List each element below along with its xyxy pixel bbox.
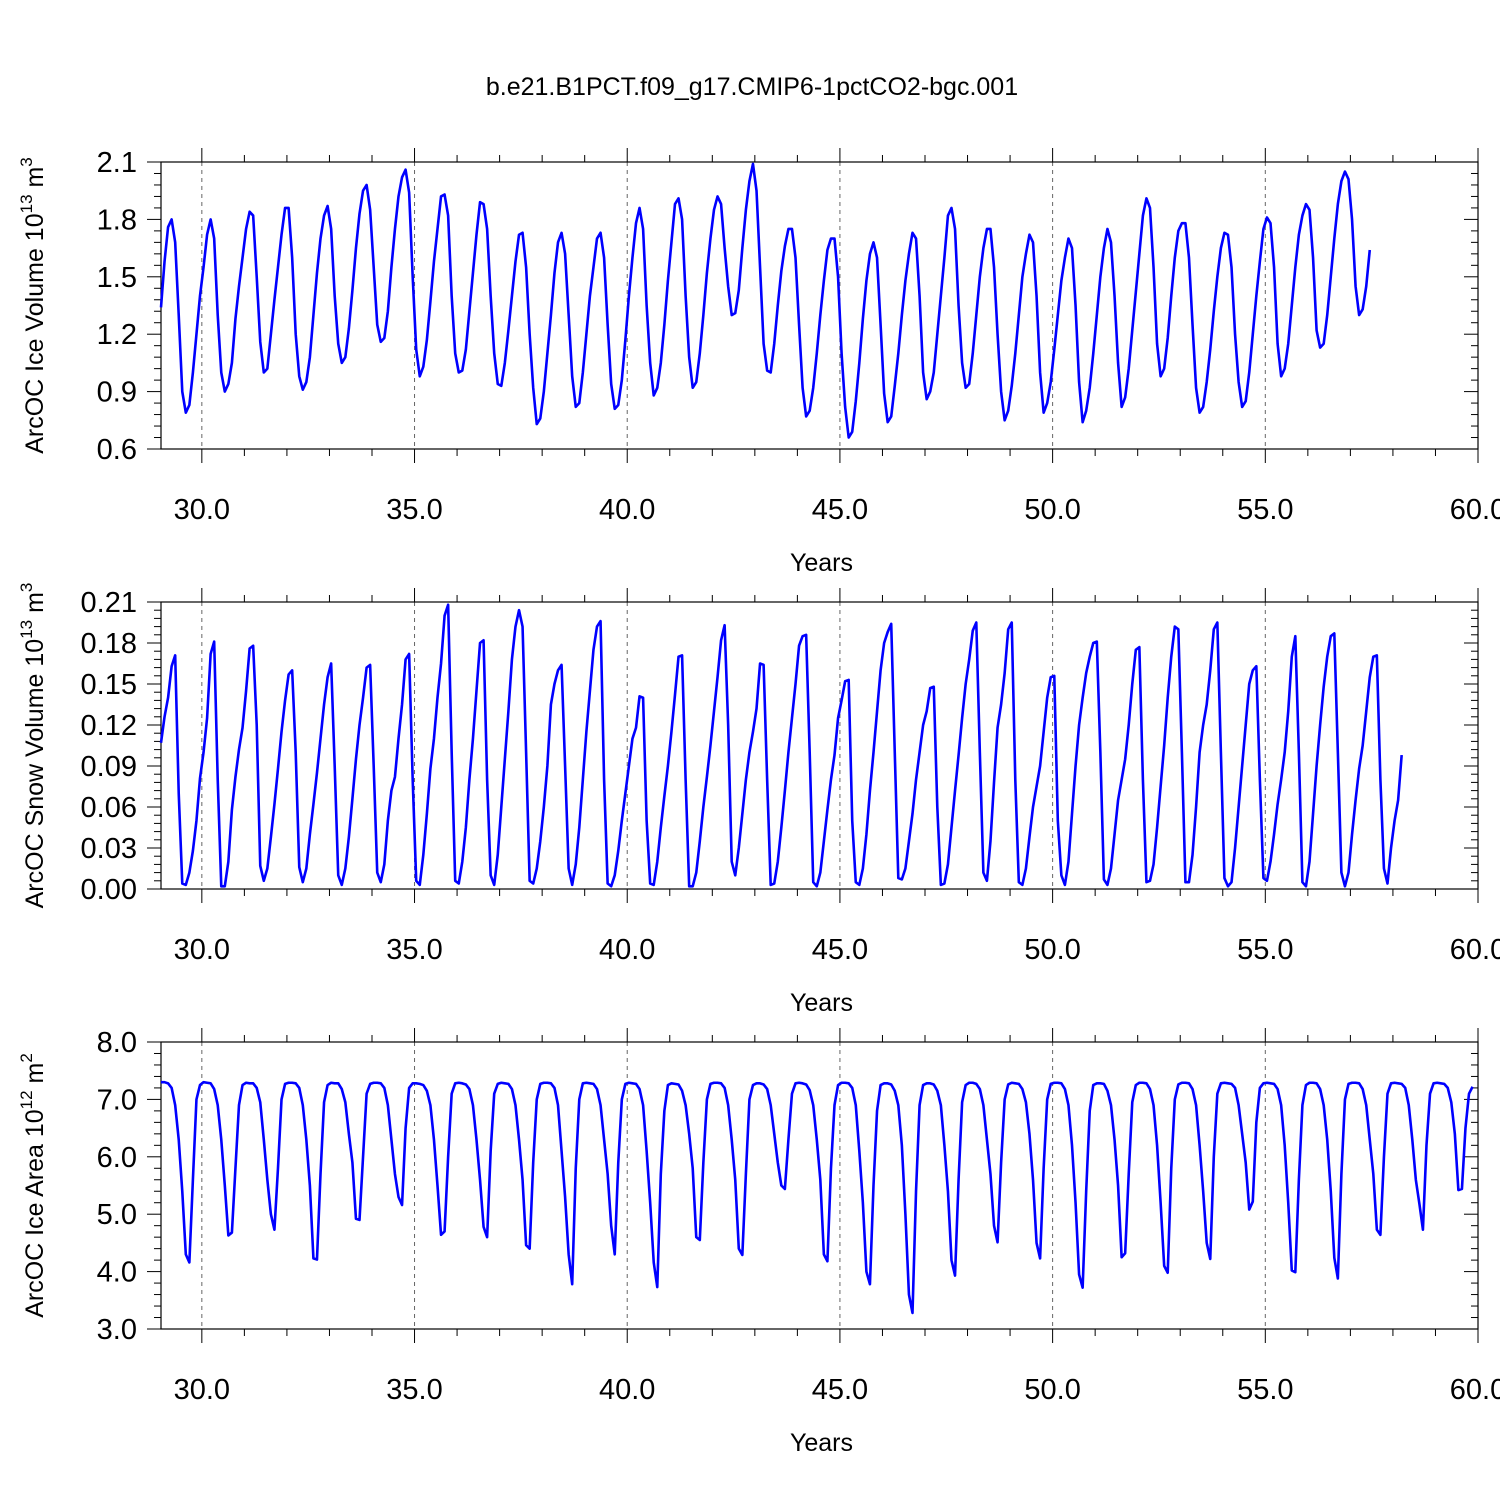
y-tick-label: 1.2 — [97, 319, 137, 351]
y-tick-label: 0.21 — [81, 587, 137, 619]
y-tick-label: 2.1 — [97, 147, 137, 179]
y-tick-label: 1.5 — [97, 262, 137, 294]
y-axis-label-exp: 13 — [17, 194, 36, 213]
y-tick-label: 0.06 — [81, 792, 137, 824]
x-tick-label: 35.0 — [386, 934, 442, 966]
y-tick-label: 4.0 — [97, 1257, 137, 1289]
y-axis-label-exp: 13 — [17, 620, 36, 639]
x-tick-label: 55.0 — [1237, 934, 1293, 966]
chart-panel-2: 30.0 35.0 40.0 45.0 50.0 55.0 60.0 0.00 0.03 0.06… — [17, 583, 1500, 1017]
data-series-line-1 — [159, 162, 1372, 439]
y-tick-label: 8.0 — [97, 1027, 137, 1059]
x-tick-label: 30.0 — [174, 494, 230, 526]
x-tick-label: 35.0 — [386, 494, 442, 526]
y-tick-label: 7.0 — [97, 1084, 137, 1116]
data-series-line-1 — [159, 603, 1403, 888]
x-axis-label: Years — [790, 549, 853, 577]
y-axis-label-base: ArcOC Ice Area 10 — [21, 1109, 49, 1317]
y-axis-label-unit-exp: 3 — [17, 157, 36, 166]
y-axis-label-unit: m — [21, 167, 49, 195]
y-axis-label-base: ArcOC Snow Volume 10 — [21, 639, 49, 909]
x-axis-label: Years — [790, 1429, 853, 1457]
y-tick-label: 1.8 — [97, 204, 137, 236]
chart-panel-3: 30.0 35.0 40.0 45.0 50.0 55.0 60.0 3.0 4.0 5.0 6.0… — [17, 1027, 1500, 1457]
x-tick-label: 30.0 — [174, 1374, 230, 1406]
x-axis-label: Years — [790, 989, 853, 1017]
x-tick-label: 50.0 — [1024, 494, 1080, 526]
y-tick-label: 5.0 — [97, 1199, 137, 1231]
x-tick-label: 55.0 — [1237, 1374, 1293, 1406]
x-tick-label: 60.0 — [1450, 934, 1500, 966]
y-axis-label-unit-exp: 2 — [17, 1053, 36, 1062]
plot-frame — [160, 1041, 1479, 1330]
x-tick-label: 60.0 — [1450, 494, 1500, 526]
chart-panel-1: 30.0 35.0 40.0 45.0 50.0 55.0 60.0 0.6 0.9 1.2 1.5… — [17, 147, 1500, 577]
y-axis-label: ArcOC Ice Area 1012 m2 — [17, 1053, 49, 1318]
y-tick-label: 0.6 — [97, 434, 137, 466]
x-tick-label: 55.0 — [1237, 494, 1293, 526]
x-tick-label: 45.0 — [812, 1374, 868, 1406]
y-axis-label-unit-exp: 3 — [17, 583, 36, 592]
y-axis-label-unit: m — [21, 1063, 49, 1091]
y-tick-label: 0.09 — [81, 751, 137, 783]
y-axis-label-base: ArcOC Ice Volume 10 — [21, 213, 49, 453]
x-tick-label: 40.0 — [599, 494, 655, 526]
x-tick-label: 45.0 — [812, 494, 868, 526]
x-tick-label: 40.0 — [599, 1374, 655, 1406]
y-tick-label: 0.00 — [81, 874, 137, 906]
x-tick-label: 45.0 — [812, 934, 868, 966]
y-tick-label: 6.0 — [97, 1142, 137, 1174]
y-tick-label: 0.9 — [97, 377, 137, 409]
x-tick-label: 40.0 — [599, 934, 655, 966]
y-tick-label: 0.15 — [81, 669, 137, 701]
y-axis-label-unit: m — [21, 592, 49, 620]
y-tick-label: 0.03 — [81, 833, 137, 865]
figure-title: b.e21.B1PCT.f09_g17.CMIP6-1pctCO2-bgc.00… — [486, 73, 1018, 101]
x-tick-label: 50.0 — [1024, 934, 1080, 966]
data-series-line-1 — [161, 1080, 1474, 1315]
x-tick-label: 35.0 — [386, 1374, 442, 1406]
y-tick-label: 0.12 — [81, 710, 137, 742]
y-axis-label: ArcOC Ice Volume 1013 m3 — [17, 157, 49, 454]
y-axis-label: ArcOC Snow Volume 1013 m3 — [17, 583, 49, 909]
plot-frame — [160, 601, 1479, 890]
y-axis-label-exp: 12 — [17, 1090, 36, 1109]
y-tick-label: 3.0 — [97, 1314, 137, 1346]
x-tick-label: 50.0 — [1024, 1374, 1080, 1406]
y-tick-label: 0.18 — [81, 628, 137, 660]
x-tick-label: 60.0 — [1450, 1374, 1500, 1406]
x-tick-label: 30.0 — [174, 934, 230, 966]
